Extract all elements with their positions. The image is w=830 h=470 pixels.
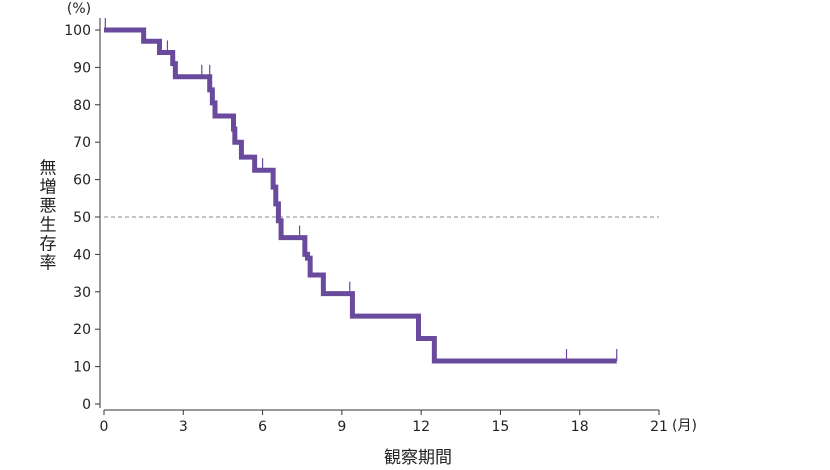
y-tick-label: 70 <box>73 135 91 151</box>
survival-curve-series <box>104 27 617 364</box>
x-tick-label: 21 <box>650 419 668 435</box>
y-tick-label: 20 <box>73 322 91 338</box>
y-tick-label: 10 <box>73 360 91 376</box>
x-tick-label: 0 <box>100 419 109 435</box>
y-axis-title: 無増悪生存率 <box>40 159 57 274</box>
censor-marks <box>104 18 618 361</box>
x-tick-label: 15 <box>492 419 510 435</box>
x-tick-label: 18 <box>571 419 589 435</box>
y-tick-label: 100 <box>64 23 91 39</box>
x-tick-label: 9 <box>337 419 346 435</box>
y-tick-label: 60 <box>73 173 91 189</box>
y-tick-label: 90 <box>73 60 91 76</box>
x-axis-ticks: 0 3 6 9 12 15 18 21 <box>100 410 668 435</box>
x-tick-label: 12 <box>412 419 430 435</box>
y-axis-ticks: 0 10 20 30 40 50 60 70 80 90 100 <box>64 23 100 413</box>
y-tick-label: 80 <box>73 98 91 114</box>
y-tick-label: 30 <box>73 285 91 301</box>
x-axis-title: 観察期間 <box>384 448 452 468</box>
y-tick-label: 40 <box>73 247 91 263</box>
x-unit-label: (月) <box>672 418 697 434</box>
y-unit-label: (%) <box>67 1 91 17</box>
x-tick-label: 3 <box>179 419 188 435</box>
y-tick-label: 0 <box>82 397 91 413</box>
y-tick-label: 50 <box>73 210 91 226</box>
x-tick-label: 6 <box>258 419 267 435</box>
